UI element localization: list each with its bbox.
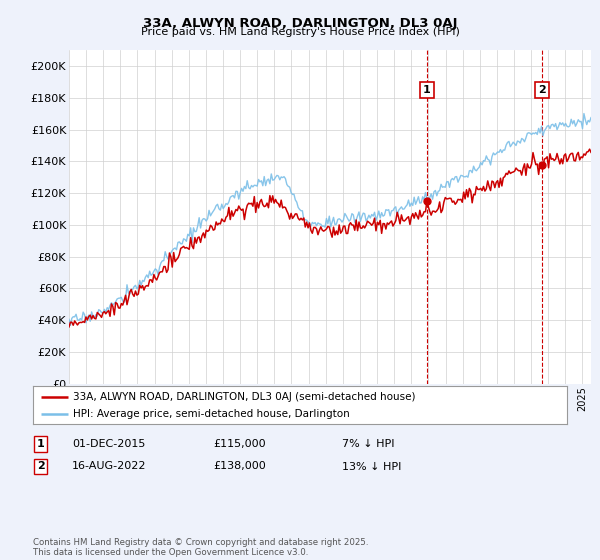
Text: 01-DEC-2015: 01-DEC-2015 [72, 439, 145, 449]
Text: Price paid vs. HM Land Registry's House Price Index (HPI): Price paid vs. HM Land Registry's House … [140, 27, 460, 37]
Text: 1: 1 [37, 439, 44, 449]
Text: 33A, ALWYN ROAD, DARLINGTON, DL3 0AJ: 33A, ALWYN ROAD, DARLINGTON, DL3 0AJ [143, 17, 457, 30]
Text: 1: 1 [423, 85, 431, 95]
Text: HPI: Average price, semi-detached house, Darlington: HPI: Average price, semi-detached house,… [73, 409, 350, 419]
Text: £138,000: £138,000 [213, 461, 266, 472]
Text: 16-AUG-2022: 16-AUG-2022 [72, 461, 146, 472]
Text: Contains HM Land Registry data © Crown copyright and database right 2025.
This d: Contains HM Land Registry data © Crown c… [33, 538, 368, 557]
Text: 33A, ALWYN ROAD, DARLINGTON, DL3 0AJ (semi-detached house): 33A, ALWYN ROAD, DARLINGTON, DL3 0AJ (se… [73, 391, 416, 402]
Text: 2: 2 [538, 85, 545, 95]
Text: 7% ↓ HPI: 7% ↓ HPI [342, 439, 395, 449]
Text: 13% ↓ HPI: 13% ↓ HPI [342, 461, 401, 472]
Text: 2: 2 [37, 461, 44, 472]
Text: £115,000: £115,000 [213, 439, 266, 449]
